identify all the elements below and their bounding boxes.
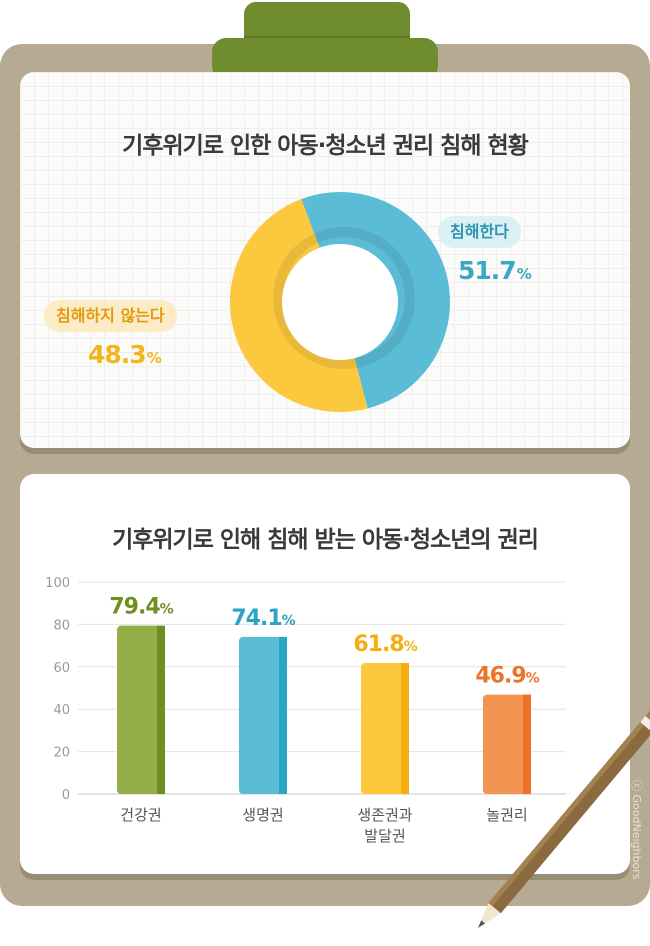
value-label-yes: 51.7% (458, 256, 532, 285)
clipboard-clip-line (244, 36, 410, 38)
bar-2-shade (279, 636, 287, 794)
donut-chart (229, 192, 450, 412)
bar-2 (239, 636, 287, 794)
donut-inner-shadow (273, 227, 415, 369)
category-label-4: 놀권리 (486, 806, 527, 824)
value-no-number: 48.3 (88, 340, 147, 369)
pencil-highlight (488, 680, 650, 907)
bar-value-label-4: 46.9% (475, 664, 539, 689)
bar-value-label-3: 61.8% (353, 632, 417, 657)
donut-chart-title: 기후위기로 인한 아동·청소년 권리 침해 현황 (122, 133, 529, 159)
bar-3-shade (401, 662, 409, 794)
value-no-unit: % (146, 349, 162, 367)
y-tick-label: 20 (53, 746, 70, 761)
donut-hole (282, 244, 398, 360)
value-yes-unit: % (516, 265, 532, 283)
bar-value-label-2: 74.1% (231, 606, 295, 631)
category-label-3: 발달권 (364, 827, 405, 845)
bar-1-shade (157, 625, 165, 794)
bar-chart-card: 기후위기로 인해 침해 받는 아동·청소년의 권리 100 80 60 40 20 0 7… (20, 474, 630, 874)
bar-chart: 100 80 60 40 20 0 79.4% 건강권 74.1% 생명권 61.8% 생존권과발달… (45, 576, 566, 845)
bar-1 (117, 625, 165, 794)
pencil-band (640, 716, 650, 733)
y-tick-label: 0 (62, 788, 70, 803)
value-label-no: 48.3% (88, 340, 162, 369)
pencil-tip (478, 902, 501, 928)
donut-chart-card: 기후위기로 인한 아동·청소년 권리 침해 현황 침해한다 51.7% 침해하지… (20, 72, 630, 448)
bar-chart-title: 기후위기로 인해 침해 받는 아동·청소년의 권리 (112, 527, 539, 553)
bar-4 (483, 694, 531, 794)
legend-label-yes: 침해한다 (438, 216, 521, 248)
bar-value-label-1: 79.4% (109, 595, 173, 620)
pencil-body (488, 680, 650, 914)
pencil-lead (478, 920, 486, 928)
category-label-3: 생존권과 (357, 806, 412, 824)
value-yes-number: 51.7 (458, 256, 517, 285)
y-tick-label: 80 (53, 618, 70, 633)
y-tick-label: 40 (53, 703, 70, 718)
bar-3 (361, 662, 409, 794)
category-label-2: 생명권 (242, 806, 283, 824)
legend-label-no: 침해하지 않는다 (44, 300, 177, 332)
y-tick-label: 100 (45, 576, 70, 591)
y-tick-label: 60 (53, 661, 70, 676)
bar-4-shade (523, 694, 531, 794)
category-label-1: 건강권 (120, 806, 161, 824)
